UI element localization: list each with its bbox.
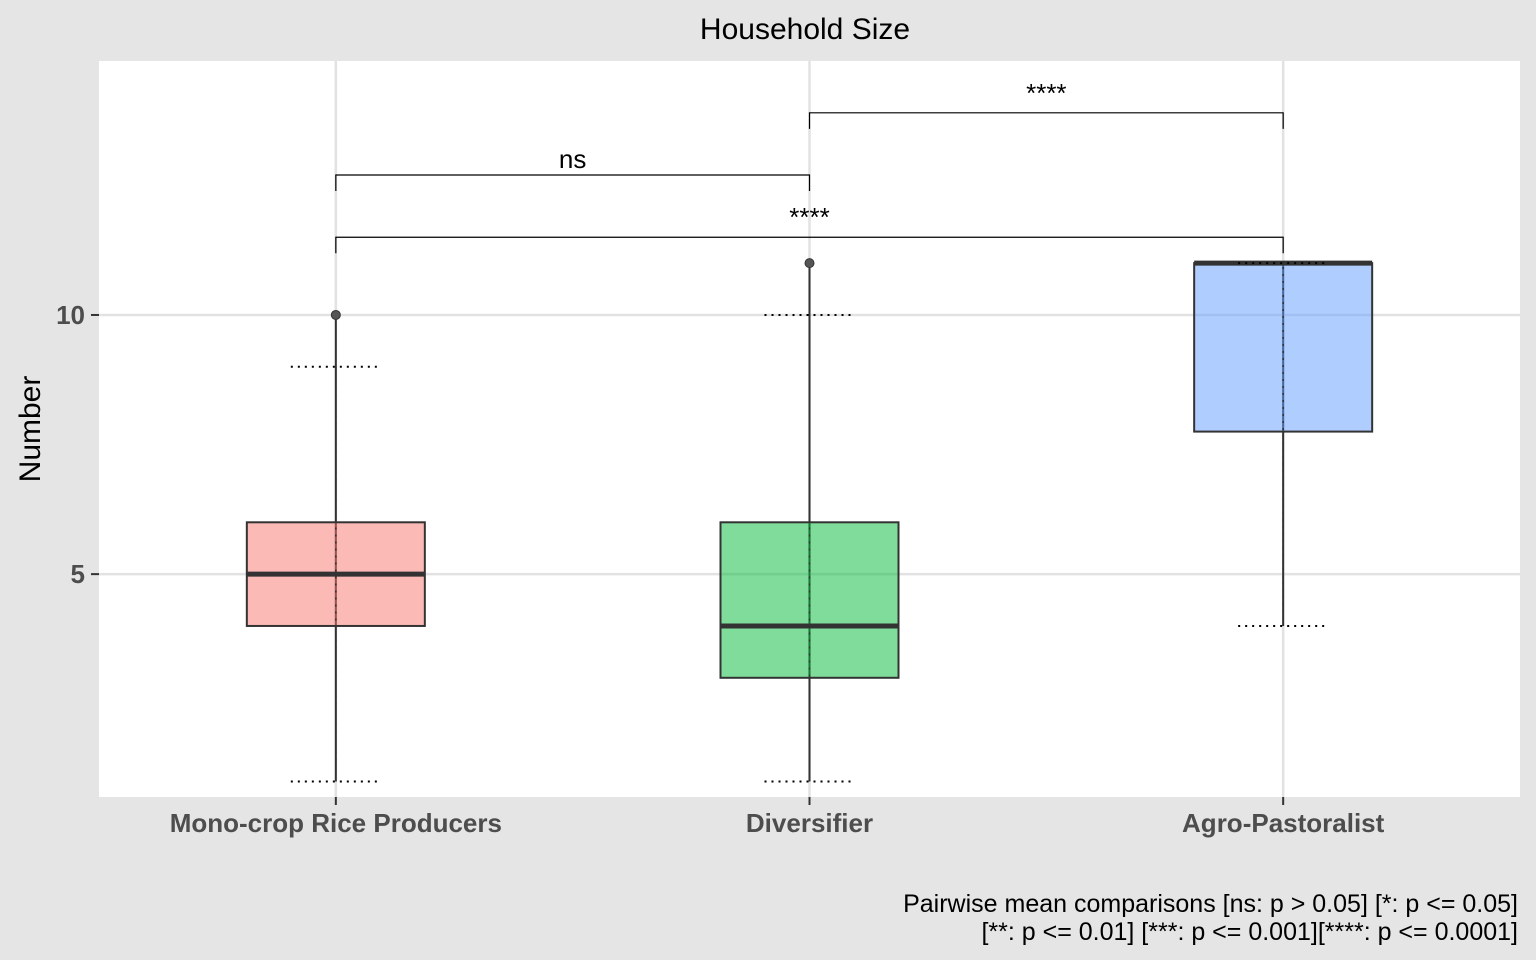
x-tick-label: Mono-crop Rice Producers	[170, 808, 502, 838]
bracket-line	[335, 174, 811, 192]
chart-title: Household Size	[700, 13, 910, 46]
box-layer	[245, 258, 1374, 783]
significance-label: ****	[789, 202, 829, 232]
outlier-point	[330, 309, 341, 320]
significance-label: ns	[559, 144, 586, 174]
box-group	[1193, 260, 1374, 627]
y-tick-label: 5	[71, 559, 85, 589]
bracket-line	[335, 236, 1284, 254]
bracket-line	[808, 112, 1284, 129]
x-tick-label: Agro-Pastoralist	[1182, 808, 1385, 838]
caption-line-2: [**: p <= 0.01] [***: p <= 0.001][****: …	[981, 918, 1518, 946]
significance-label: ****	[1026, 78, 1066, 108]
comparison-layer: ns **** ****	[335, 78, 1284, 254]
y-tick-label: 10	[56, 300, 85, 330]
comparison-bracket: ****	[335, 202, 1284, 254]
y-axis-label: Number	[14, 376, 47, 483]
outlier-point	[804, 258, 815, 269]
box-group	[245, 309, 426, 783]
box-rect	[1193, 262, 1374, 433]
x-tick-label: Diversifier	[746, 808, 873, 838]
comparison-bracket: ns	[335, 144, 811, 192]
caption-line-1: Pairwise mean comparisons [ns: p > 0.05]…	[903, 890, 1518, 918]
box-group	[719, 258, 900, 783]
comparison-bracket: ****	[808, 78, 1284, 129]
axis-layer: 5 10 Mono-crop Rice Producers Diversifier Ag…	[56, 300, 1385, 838]
